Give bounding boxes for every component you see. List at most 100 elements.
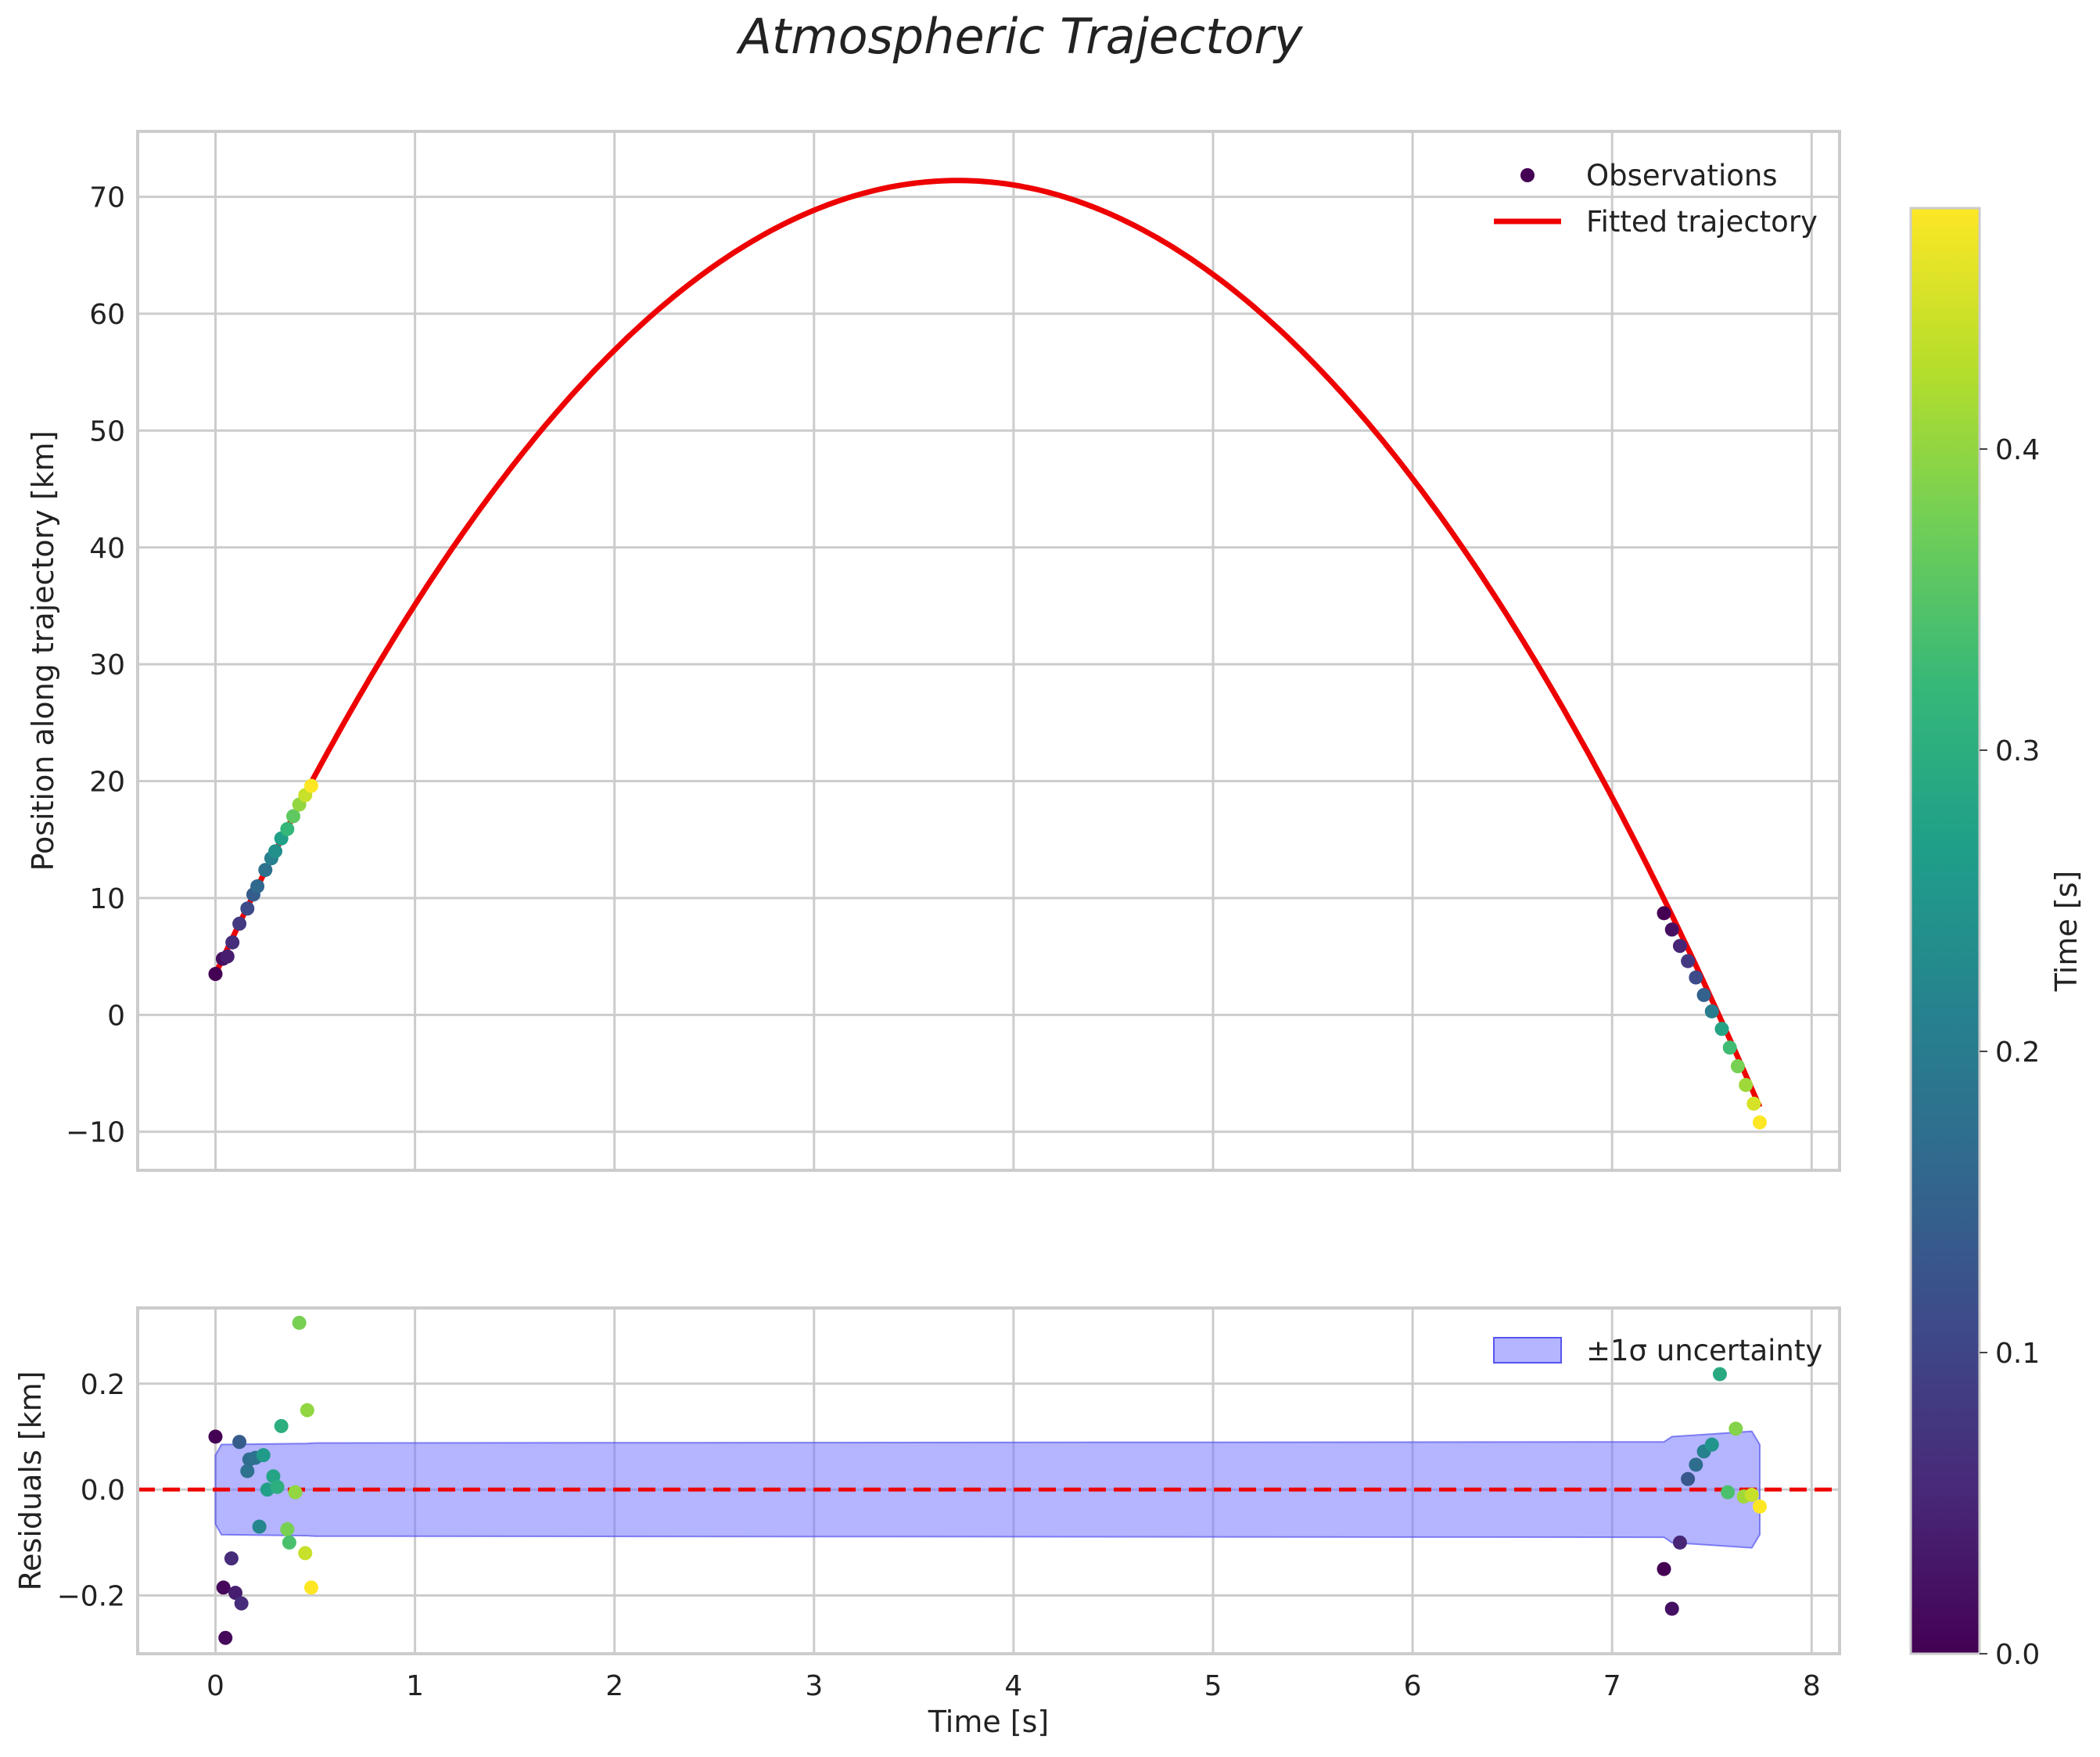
main-y-tick-label: 60 (89, 299, 125, 331)
legend-observations-marker (1520, 168, 1535, 182)
fitted-trajectory-line (213, 178, 1763, 1108)
residual-point (1704, 1437, 1719, 1452)
main-y-tick-label: 50 (89, 415, 125, 447)
observation-point (268, 844, 283, 859)
residual-point (1721, 1485, 1736, 1500)
residual-y-tick-label: 0.0 (81, 1475, 125, 1507)
residual-point (1728, 1421, 1743, 1436)
observation-point (1681, 954, 1696, 968)
residual-legend: ±1σ uncertainty (1493, 1334, 1822, 1367)
x-tick-label: 1 (406, 1670, 424, 1702)
legend-band-label: ±1σ uncertainty (1586, 1334, 1822, 1367)
main-y-tick-label: 30 (89, 649, 125, 681)
observation-point (1739, 1077, 1754, 1092)
residual-panel: −0.2 0.0 0.2 0 1 2 3 4 5 6 7 8 Time [s] Residuals … (13, 1306, 1841, 1739)
residual-point (288, 1485, 303, 1500)
residual-point (1712, 1367, 1727, 1382)
residual-point (292, 1315, 307, 1330)
main-y-tick-label: 10 (89, 883, 125, 915)
residual-point (303, 1580, 318, 1595)
legend-fit-label: Fitted trajectory (1586, 205, 1818, 239)
residual-point (1664, 1601, 1679, 1616)
x-tick-label: 0 (206, 1670, 224, 1702)
colorbar-label: Time [s] (2049, 871, 2084, 993)
x-tick-label: 2 (605, 1670, 623, 1702)
colorbar-tick-label: 0.4 (1995, 434, 2040, 466)
residual-point (266, 1469, 281, 1484)
observation-point (240, 901, 255, 916)
legend-band-swatch (1493, 1337, 1562, 1364)
observation-point (1714, 1022, 1729, 1037)
residual-point (234, 1596, 249, 1611)
x-tick-label: 4 (1004, 1670, 1022, 1702)
residual-point (282, 1535, 296, 1550)
main-y-tick-label: −10 (66, 1117, 125, 1149)
residual-point (280, 1522, 295, 1536)
colorbar-tick-label: 0.2 (1995, 1037, 2040, 1069)
observation-points (208, 778, 1767, 1130)
residual-points (208, 1315, 1767, 1645)
main-y-tick-label: 70 (89, 182, 125, 214)
observation-point (285, 809, 300, 824)
main-y-tick-label: 20 (89, 767, 125, 799)
colorbar-tick-label: 0.1 (1995, 1338, 2040, 1370)
residual-point (300, 1403, 314, 1417)
residual-point (216, 1580, 231, 1595)
main-y-axis: −10 0 10 20 30 40 50 60 70 (66, 182, 125, 1149)
observation-point (1704, 1004, 1719, 1019)
residual-y-axis-label: Residuals [km] (13, 1371, 48, 1590)
main-plot-area (138, 131, 1840, 1170)
residual-point (1689, 1457, 1703, 1472)
main-plot-frame (136, 130, 1841, 1172)
main-y-axis-label: Position along trajectory [km] (26, 430, 60, 871)
observation-point (1696, 987, 1711, 1002)
chart-title: Atmospheric Trajectory (735, 8, 1303, 65)
observation-point (258, 863, 273, 878)
observation-point (1664, 922, 1679, 937)
observation-point (1746, 1096, 1761, 1111)
observation-point (1672, 939, 1687, 954)
colorbar: 0.0 0.1 0.2 0.3 0.4 Time [s] (1909, 207, 2084, 1671)
residual-point (298, 1546, 313, 1561)
x-tick-label: 5 (1204, 1670, 1222, 1702)
observation-point (280, 821, 295, 836)
colorbar-tick-label: 0.3 (1995, 735, 2040, 767)
residual-point (218, 1630, 233, 1645)
observation-point (1657, 906, 1671, 921)
residual-point (232, 1435, 247, 1450)
observation-point (1689, 970, 1703, 985)
residual-point (228, 1586, 242, 1601)
observation-point (232, 916, 247, 931)
observation-point (1730, 1059, 1745, 1074)
x-axis: 0 1 2 3 4 5 6 7 8 (206, 1670, 1821, 1702)
x-tick-label: 8 (1803, 1670, 1821, 1702)
uncertainty-band (214, 1430, 1761, 1549)
residual-point (1681, 1471, 1696, 1486)
colorbar-gradient (1909, 207, 1981, 1655)
residual-plot-frame (136, 1306, 1841, 1655)
main-y-tick-label: 0 (107, 1000, 125, 1032)
observation-point (225, 935, 240, 950)
x-tick-label: 7 (1603, 1670, 1621, 1702)
main-panel: −10 0 10 20 30 40 50 60 70 Position along trajec… (26, 130, 1841, 1172)
colorbar-tick-label: 0.0 (1995, 1639, 2040, 1671)
residual-y-tick-label: 0.2 (81, 1369, 125, 1401)
observation-point (220, 949, 235, 964)
residual-point (270, 1479, 285, 1494)
residual-point (208, 1429, 223, 1444)
colorbar-ticks: 0.0 0.1 0.2 0.3 0.4 (1980, 434, 2040, 1671)
observation-point (208, 967, 223, 982)
observation-point (1752, 1115, 1767, 1130)
residual-point (224, 1551, 239, 1566)
legend-observations-label: Observations (1586, 159, 1778, 192)
residual-point (274, 1418, 289, 1433)
main-y-tick-label: 40 (89, 533, 125, 565)
residual-point (252, 1519, 267, 1534)
main-legend: Observations Fitted trajectory (1494, 159, 1818, 239)
residual-point (1752, 1499, 1767, 1514)
residual-point (1657, 1561, 1671, 1576)
residual-point (240, 1464, 255, 1479)
observation-point (303, 778, 318, 793)
x-tick-label: 3 (805, 1670, 823, 1702)
residual-point (1672, 1535, 1687, 1550)
